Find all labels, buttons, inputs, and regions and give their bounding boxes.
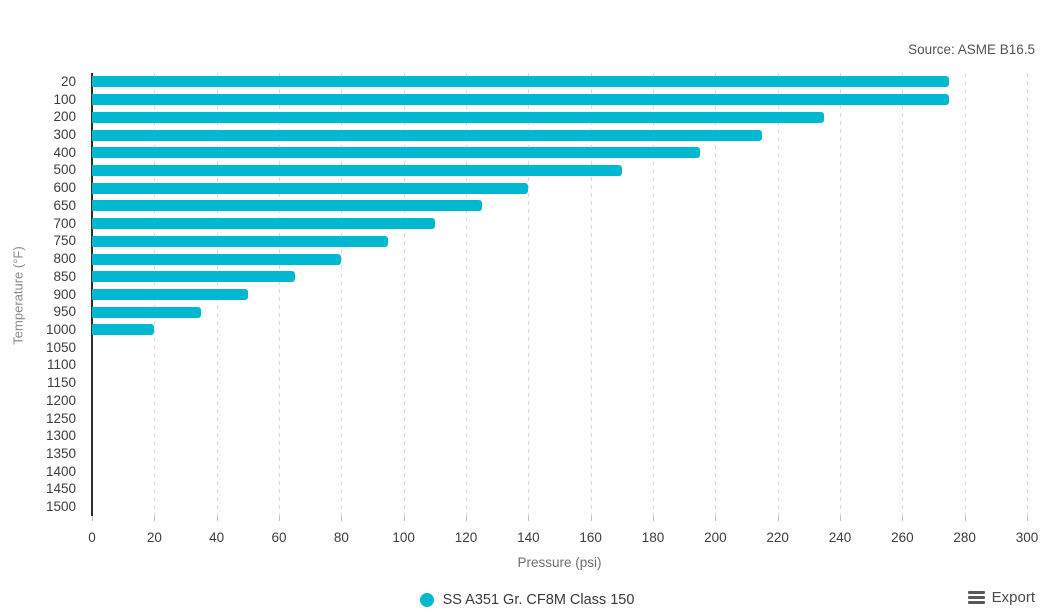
- source-note: Source: ASME B16.5: [908, 42, 1035, 57]
- gridline: [777, 73, 779, 516]
- x-tick-mark: [964, 516, 966, 521]
- y-tick-label: 20: [60, 73, 76, 89]
- gridline: [528, 73, 530, 516]
- bar-1000[interactable]: [92, 324, 155, 336]
- y-tick-label: 800: [53, 251, 76, 267]
- bar-400[interactable]: [92, 147, 700, 159]
- x-tick-mark: [653, 516, 654, 521]
- gridline: [715, 73, 717, 516]
- gridline: [840, 73, 841, 516]
- x-tick-mark: [466, 516, 467, 521]
- bar-700[interactable]: [92, 218, 435, 230]
- gridline: [1027, 73, 1028, 516]
- x-tick-label: 260: [891, 530, 914, 545]
- bar-850[interactable]: [92, 271, 295, 283]
- x-tick-mark: [154, 516, 156, 521]
- y-tick-label: 600: [53, 180, 76, 196]
- export-label: Export: [991, 589, 1035, 606]
- bar-950[interactable]: [92, 306, 202, 318]
- x-tick-label: 220: [766, 530, 789, 545]
- y-tick-label: 1400: [45, 463, 76, 479]
- bar-800[interactable]: [92, 253, 342, 265]
- bar-750[interactable]: [92, 235, 389, 247]
- gridline: [403, 73, 405, 516]
- x-tick-mark: [92, 516, 93, 521]
- y-tick-label: 850: [53, 268, 76, 284]
- x-tick-mark: [279, 516, 280, 521]
- bar-300[interactable]: [92, 129, 763, 141]
- x-tick-label: 60: [271, 530, 287, 545]
- x-axis-title: Pressure (psi): [517, 555, 602, 570]
- x-tick-mark: [528, 516, 530, 521]
- bar-650[interactable]: [92, 200, 482, 212]
- x-tick-label: 100: [392, 530, 415, 545]
- x-tick-mark: [1027, 516, 1028, 521]
- x-tick-mark: [590, 516, 592, 521]
- bar-100[interactable]: [92, 94, 950, 106]
- x-tick-label: 140: [517, 530, 540, 545]
- y-tick-label: 1150: [46, 375, 76, 391]
- gridline: [902, 73, 904, 516]
- y-tick-label: 300: [53, 127, 76, 143]
- x-tick-mark: [902, 516, 904, 521]
- gridline: [341, 73, 343, 516]
- bar-200[interactable]: [92, 111, 825, 123]
- bar-20[interactable]: [92, 76, 950, 88]
- plot-area: [92, 73, 1028, 516]
- x-tick-label: 240: [828, 530, 852, 545]
- x-tick-label: 300: [1015, 530, 1039, 545]
- hamburger-menu-icon: [967, 591, 985, 604]
- y-tick-label: 1300: [45, 428, 76, 444]
- x-tick-label: 20: [146, 530, 162, 545]
- y-axis-title: Temperature (°F): [10, 246, 26, 345]
- bar-500[interactable]: [92, 164, 622, 176]
- gridline: [279, 73, 280, 516]
- x-tick-label: 120: [454, 530, 478, 545]
- y-tick-label: 700: [53, 215, 76, 231]
- x-tick-mark: [777, 516, 779, 521]
- gridline: [466, 73, 467, 516]
- y-tick-label: 1450: [45, 481, 76, 497]
- y-tick-label: 750: [53, 233, 76, 249]
- y-tick-label: 1100: [46, 357, 76, 373]
- x-tick-label: 180: [641, 530, 665, 545]
- x-tick-mark: [216, 516, 218, 521]
- y-tick-label: 650: [53, 197, 76, 213]
- y-tick-label: 400: [53, 144, 76, 160]
- export-button[interactable]: Export: [967, 589, 1035, 606]
- x-tick-label: 0: [88, 530, 96, 545]
- x-tick-mark: [715, 516, 717, 521]
- y-tick-label: 950: [53, 304, 76, 320]
- gridline: [653, 73, 654, 516]
- y-tick-label: 900: [53, 286, 76, 302]
- y-tick-label: 100: [53, 91, 76, 107]
- x-tick-mark: [403, 516, 405, 521]
- x-tick-label: 200: [704, 530, 727, 545]
- x-tick-mark: [840, 516, 841, 521]
- gridline: [590, 73, 592, 516]
- y-tick-label: 1350: [45, 445, 76, 461]
- x-tick-label: 280: [953, 530, 976, 545]
- legend-marker-icon: [419, 593, 434, 607]
- bar-600[interactable]: [92, 182, 529, 194]
- bar-900[interactable]: [92, 289, 248, 300]
- x-tick-label: 80: [333, 530, 349, 545]
- legend-label: SS A351 Gr. CF8M Class 150: [442, 592, 635, 608]
- y-tick-label: 500: [53, 162, 76, 178]
- legend-item[interactable]: SS A351 Gr. CF8M Class 150: [0, 592, 1054, 608]
- gridline: [964, 73, 966, 516]
- y-tick-label: 1250: [45, 410, 76, 426]
- x-tick-mark: [341, 516, 343, 521]
- y-tick-label: 1500: [45, 499, 76, 515]
- x-tick-label: 160: [579, 530, 602, 545]
- y-tick-label: 1200: [45, 392, 76, 408]
- y-tick-label: 200: [53, 109, 76, 125]
- x-tick-label: 40: [209, 530, 225, 545]
- y-tick-label: 1050: [45, 339, 76, 355]
- y-tick-label: 1000: [45, 321, 76, 337]
